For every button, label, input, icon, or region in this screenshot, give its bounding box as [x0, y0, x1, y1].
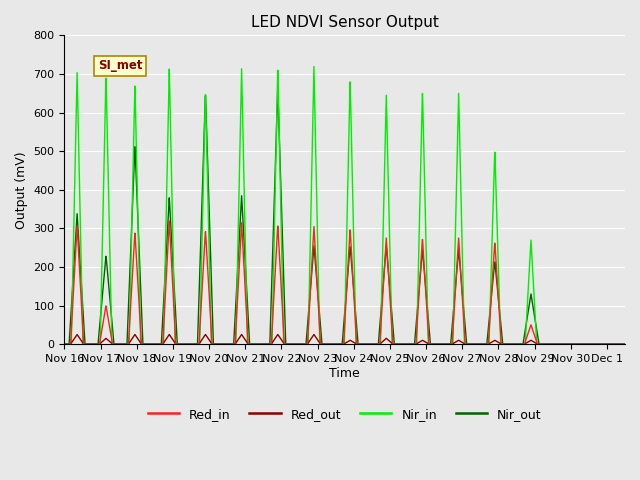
Text: SI_met: SI_met: [98, 60, 143, 72]
Y-axis label: Output (mV): Output (mV): [15, 151, 28, 228]
Title: LED NDVI Sensor Output: LED NDVI Sensor Output: [251, 15, 438, 30]
X-axis label: Time: Time: [330, 367, 360, 380]
Legend: Red_in, Red_out, Nir_in, Nir_out: Red_in, Red_out, Nir_in, Nir_out: [143, 403, 547, 426]
